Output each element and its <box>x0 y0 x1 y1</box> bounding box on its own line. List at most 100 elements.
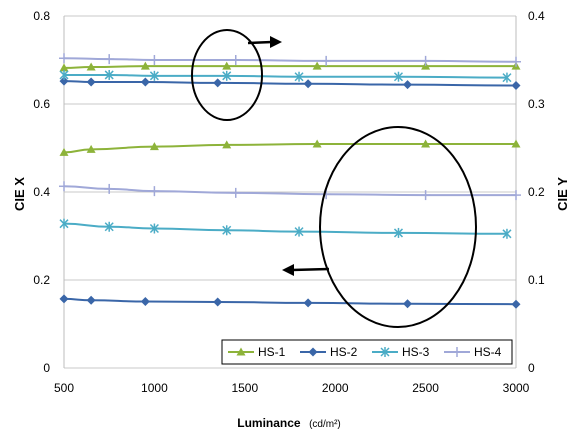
data-point <box>294 71 304 82</box>
data-point <box>86 62 96 71</box>
series-line <box>63 297 517 306</box>
data-point <box>511 139 521 148</box>
legend-marker <box>380 347 390 357</box>
annotation-upper <box>191 29 282 121</box>
data-point <box>59 53 69 64</box>
data-point <box>303 79 313 89</box>
legend-label: HS-4 <box>474 345 502 359</box>
data-point <box>213 78 223 88</box>
data-point <box>230 187 241 198</box>
data-point <box>421 139 431 148</box>
y-right-tick-label: 0.1 <box>528 273 545 287</box>
y-left-tick-label: 0.6 <box>33 97 50 111</box>
data-point <box>59 63 69 72</box>
data-point <box>230 55 241 65</box>
data-point <box>59 294 69 304</box>
legend-entry-hs-4: HS-4 <box>444 345 502 359</box>
data-point <box>502 72 512 83</box>
data-point <box>222 70 232 81</box>
legend-entry-hs-1: HS-1 <box>228 345 286 359</box>
grid <box>63 15 517 369</box>
x-tick-label: 2000 <box>322 381 349 395</box>
y-right-axis-title: CIE Y <box>555 177 570 211</box>
series-hs-2-left <box>59 294 521 309</box>
x-tick-label: 3000 <box>503 381 530 395</box>
y-right-tick-label: 0 <box>528 361 535 375</box>
data-point <box>393 71 404 82</box>
data-point <box>502 228 512 239</box>
y-left-axis-title: CIE X <box>12 177 27 211</box>
legend-marker <box>308 347 318 357</box>
y-left-tick-label: 0 <box>43 361 50 375</box>
series-hs-3-right <box>59 69 512 83</box>
data-point <box>149 70 159 81</box>
data-point <box>403 80 413 90</box>
data-point <box>59 218 69 229</box>
data-point <box>149 186 160 197</box>
series-hs-4-left <box>59 181 521 201</box>
data-point <box>86 295 96 305</box>
series-hs-2-right <box>59 76 521 91</box>
data-point <box>140 61 150 70</box>
x-tick-label: 500 <box>54 381 74 395</box>
data-point <box>321 55 332 66</box>
annotation-arrow-left-head <box>282 264 294 276</box>
annotation-arrow-right-shaft <box>247 40 273 45</box>
legend-entry-hs-2: HS-2 <box>300 345 358 359</box>
data-point <box>312 139 322 148</box>
data-point <box>59 147 69 156</box>
series-line <box>63 57 517 63</box>
x-tick-label: 1500 <box>231 381 258 395</box>
data-point <box>59 76 69 86</box>
data-point <box>511 56 521 67</box>
data-point <box>303 298 313 308</box>
data-point <box>222 140 232 149</box>
annotation-arrow-left-shaft <box>291 267 330 272</box>
data-point <box>312 61 322 70</box>
data-point <box>393 227 404 238</box>
x-axis-title-main: Luminance <box>237 416 301 430</box>
data-point <box>149 223 159 234</box>
data-point <box>420 55 431 66</box>
series-hs-1-right <box>59 61 521 72</box>
data-point <box>86 144 96 153</box>
annotation-circle-upper <box>191 29 263 121</box>
legend-label: HS-1 <box>258 345 286 359</box>
data-point <box>104 183 115 194</box>
y-left-tick-label: 0.8 <box>33 9 50 23</box>
data-point <box>511 81 521 91</box>
x-tick-label: 2500 <box>412 381 439 395</box>
annotation-circle-lower <box>319 126 477 328</box>
series-line <box>63 80 517 87</box>
series-line <box>63 222 507 235</box>
data-point <box>104 54 115 65</box>
series-line <box>63 65 516 69</box>
y-right-tick-label: 0.4 <box>528 9 545 23</box>
series-layer <box>59 53 521 309</box>
x-axis-title: Luminance (cd/m²) <box>237 414 340 431</box>
legend-label: HS-2 <box>330 345 358 359</box>
data-point <box>140 77 150 87</box>
y-right-tick-label: 0.3 <box>528 97 545 111</box>
data-point <box>511 190 521 201</box>
annotation-lower <box>282 126 477 328</box>
data-point <box>140 297 150 307</box>
data-point <box>59 69 69 80</box>
series-hs-4-right <box>59 53 521 67</box>
y-left-tick-label: 0.2 <box>33 273 50 287</box>
y-right-tick-label: 0.2 <box>528 185 545 199</box>
series-line <box>64 73 507 79</box>
data-point <box>104 221 114 232</box>
legend-entry-hs-3: HS-3 <box>372 345 430 359</box>
data-point <box>213 297 223 307</box>
data-point <box>511 299 521 309</box>
data-point <box>104 69 114 80</box>
annotation-arrow-right-head <box>270 36 282 48</box>
data-point <box>86 77 96 87</box>
y-left-tick-label: 0.4 <box>33 185 50 199</box>
data-point <box>222 61 232 70</box>
x-axis-title-unit: (cd/m²) <box>309 419 341 430</box>
legend-marker <box>236 347 246 356</box>
data-point <box>222 225 232 236</box>
